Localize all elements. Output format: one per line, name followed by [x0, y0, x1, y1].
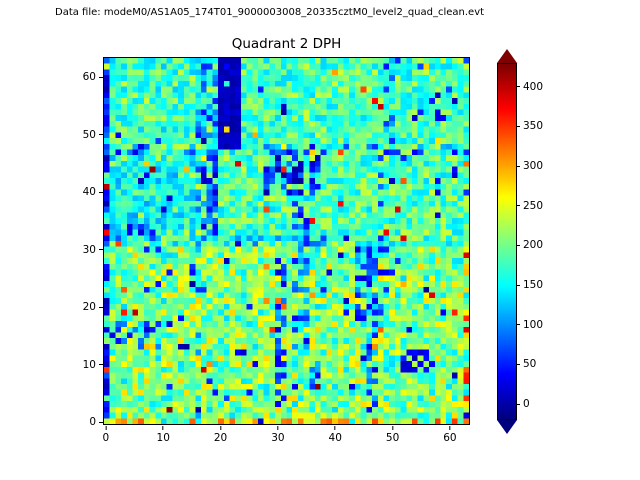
colorbar-tick-label: 200	[523, 239, 544, 252]
y-tick-label: 60	[82, 71, 96, 84]
tick-mark	[99, 306, 103, 308]
y-tick-label: 20	[82, 301, 96, 314]
colorbar-tick-200: 200	[516, 239, 543, 251]
tick-mark	[392, 426, 394, 430]
colorbar-upper-arrow	[497, 49, 517, 63]
tick-mark	[516, 125, 520, 127]
colorbar-tick-350: 350	[516, 120, 543, 132]
y-tick-40: 40	[83, 186, 103, 198]
y-tick-label: 0	[89, 416, 96, 429]
x-tick-label: 60	[443, 432, 457, 444]
tick-mark	[99, 249, 103, 251]
tick-mark	[99, 421, 103, 423]
y-axis: 0 10 20 30 40 50 60	[59, 57, 103, 428]
y-tick-label: 40	[82, 186, 96, 199]
tick-mark	[99, 134, 103, 136]
x-tick-10: 10	[157, 426, 170, 444]
colorbar-lower-arrow	[497, 420, 517, 434]
x-tick-20: 20	[214, 426, 227, 444]
x-tick-label: 20	[213, 432, 228, 444]
tick-mark	[99, 191, 103, 193]
tick-mark	[99, 76, 103, 78]
tick-mark	[105, 426, 107, 430]
x-tick-label: 40	[328, 432, 342, 444]
colorbar-tick-0: 0	[516, 398, 530, 410]
y-tick-30: 30	[83, 244, 103, 256]
y-tick-label: 30	[82, 243, 96, 256]
colorbar-tick-label: 350	[523, 120, 544, 133]
colorbar-tick-label: 100	[523, 318, 544, 331]
plot-area	[103, 57, 470, 425]
x-tick-label: 50	[385, 432, 400, 444]
colorbar-tick-150: 150	[516, 279, 543, 291]
y-tick-label: 50	[82, 128, 96, 141]
colorbar-gradient-canvas	[498, 64, 516, 419]
colorbar-tick-100: 100	[516, 319, 543, 331]
y-tick-label: 10	[82, 358, 96, 371]
colorbar-tick-label: 150	[523, 279, 544, 292]
tick-mark	[277, 426, 279, 430]
colorbar-tick-50: 50	[516, 358, 536, 370]
tick-mark	[516, 363, 520, 365]
y-tick-0: 0	[89, 416, 103, 428]
x-tick-40: 40	[329, 426, 342, 444]
colorbar-tick-label: 0	[523, 398, 530, 411]
y-tick-50: 50	[83, 129, 103, 141]
tick-mark	[516, 86, 520, 88]
chart-title: Quadrant 2 DPH	[231, 36, 342, 52]
x-tick-label: 10	[156, 432, 170, 444]
tick-mark	[99, 364, 103, 366]
tick-mark	[516, 324, 520, 326]
tick-mark	[449, 426, 451, 430]
x-tick-label: 0	[102, 432, 110, 444]
x-tick-60: 60	[443, 426, 457, 444]
tick-mark	[516, 403, 520, 405]
colorbar-tick-label: 300	[523, 160, 544, 173]
x-tick-0: 0	[102, 426, 110, 444]
colorbar-tick-label: 400	[523, 80, 544, 93]
tick-mark	[516, 244, 520, 246]
tick-mark	[516, 165, 520, 167]
tick-mark	[516, 284, 520, 286]
data-file-annotation: Data file: modeM0/AS1A05_174T01_90000030…	[55, 7, 485, 18]
colorbar-tick-300: 300	[516, 160, 543, 172]
tick-mark	[334, 426, 336, 430]
tick-mark	[220, 426, 222, 430]
colorbar	[497, 63, 517, 420]
colorbar-tick-400: 400	[516, 81, 543, 93]
y-tick-60: 60	[83, 71, 103, 83]
colorbar-tick-250: 250	[516, 200, 543, 212]
tick-mark	[516, 205, 520, 207]
tick-mark	[162, 426, 164, 430]
x-tick-label: 30	[271, 432, 285, 444]
x-tick-50: 50	[386, 426, 399, 444]
x-axis: 0 10 20 30 40 50 60	[103, 426, 470, 446]
y-tick-20: 20	[83, 301, 103, 313]
colorbar-tick-label: 50	[523, 358, 537, 371]
y-tick-10: 10	[83, 359, 103, 371]
x-tick-30: 30	[271, 426, 285, 444]
colorbar-tick-labels: 0 50 100 150 200 250 300 350 400	[516, 63, 556, 420]
colorbar-tick-label: 250	[523, 199, 544, 212]
heatmap-canvas	[104, 58, 469, 424]
